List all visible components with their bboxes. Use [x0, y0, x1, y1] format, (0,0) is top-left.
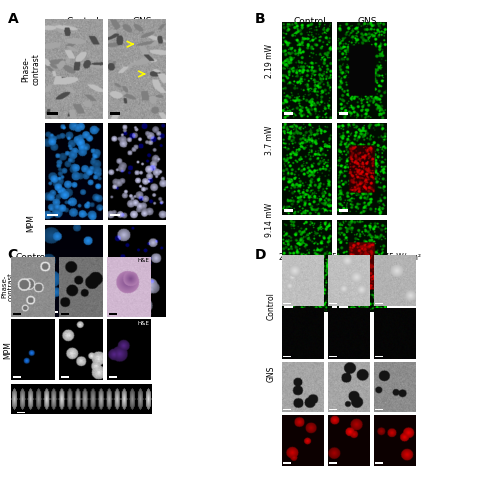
Bar [283, 462, 290, 464]
Text: Control: Control [294, 17, 326, 26]
Bar [329, 462, 336, 464]
Bar [284, 306, 292, 308]
Text: H&E: H&E [138, 258, 149, 263]
Text: MPM: MPM [26, 214, 36, 231]
Bar [13, 376, 20, 378]
Bar [375, 356, 382, 357]
Bar [110, 112, 120, 115]
Bar [329, 356, 336, 357]
Text: 9.14 mW: 9.14 mW [264, 203, 274, 237]
Text: 2.19 mW: 2.19 mW [264, 44, 274, 77]
Bar [338, 306, 347, 308]
Text: D: D [255, 248, 266, 262]
Bar [48, 112, 58, 115]
Bar [48, 214, 58, 216]
Bar [109, 376, 116, 378]
Bar [283, 302, 290, 304]
Bar [110, 214, 120, 216]
Bar [16, 412, 25, 413]
Bar [338, 112, 347, 115]
Text: C: C [8, 248, 18, 262]
Bar [48, 311, 58, 313]
Text: B: B [255, 12, 266, 26]
Bar [109, 313, 116, 315]
Text: GNS: GNS [358, 17, 378, 26]
Text: GNS: GNS [70, 253, 90, 262]
Text: GNS: GNS [133, 17, 152, 26]
Text: A: A [8, 12, 18, 26]
Bar [284, 210, 292, 212]
Bar [375, 462, 382, 464]
Bar [283, 409, 290, 410]
Text: Phase-
contrast: Phase- contrast [22, 53, 40, 85]
Bar [13, 313, 20, 315]
Text: Control: Control [267, 292, 276, 320]
Bar [110, 311, 120, 313]
Text: 9.375 W/cm²: 9.375 W/cm² [372, 253, 421, 262]
Bar [329, 302, 336, 304]
Bar [61, 313, 68, 315]
Bar [338, 210, 347, 212]
Bar [329, 409, 336, 410]
Bar [375, 409, 382, 410]
Text: MPM: MPM [3, 341, 12, 359]
Bar [284, 112, 292, 115]
Text: 2.18 W/cm²: 2.18 W/cm² [278, 253, 322, 262]
Bar [375, 302, 382, 304]
Bar [283, 356, 290, 357]
Bar [61, 376, 68, 378]
Text: 3.7 mW: 3.7 mW [264, 126, 274, 155]
Text: 5 W/cm²: 5 W/cm² [332, 253, 364, 262]
Text: Control: Control [66, 17, 99, 26]
Text: Phase-
contrast: Phase- contrast [1, 272, 14, 301]
Text: Control: Control [15, 253, 48, 262]
Text: GNS: GNS [119, 253, 138, 262]
Text: H&E: H&E [138, 321, 149, 326]
Text: GNS: GNS [267, 365, 276, 382]
